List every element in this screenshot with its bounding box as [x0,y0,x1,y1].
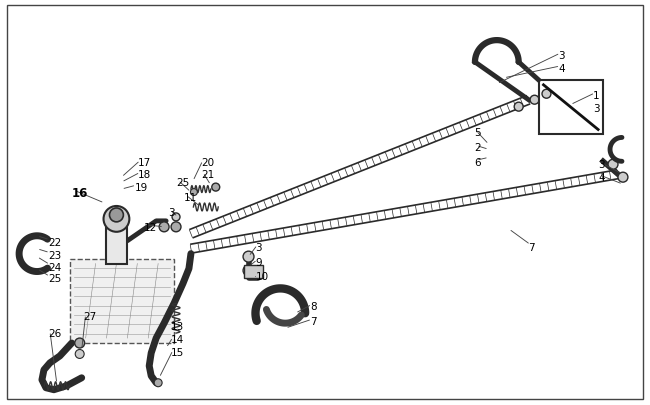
Text: 7: 7 [528,242,535,252]
Text: 27: 27 [84,311,97,322]
Text: 3: 3 [598,160,604,170]
Text: 7: 7 [310,316,317,326]
Text: 14: 14 [171,334,185,344]
Circle shape [75,338,84,348]
Text: 4: 4 [598,173,604,183]
Circle shape [109,209,124,222]
Text: 1: 1 [593,90,600,100]
Circle shape [103,207,129,232]
Circle shape [618,173,628,183]
Circle shape [159,222,169,232]
Text: 3: 3 [558,51,565,61]
Circle shape [75,350,84,358]
Text: 18: 18 [138,170,151,180]
Text: 2: 2 [474,143,480,153]
Text: 10: 10 [255,272,268,282]
Text: 20: 20 [201,158,214,168]
Circle shape [190,189,198,196]
Text: 6: 6 [474,158,480,168]
Text: 23: 23 [48,250,61,260]
Circle shape [243,252,254,262]
Text: 11: 11 [184,192,197,202]
Text: 21: 21 [201,170,214,180]
Circle shape [608,160,618,170]
Text: 12: 12 [144,222,157,232]
Circle shape [514,103,523,112]
Circle shape [172,213,180,221]
Circle shape [542,90,551,99]
Text: 26: 26 [48,328,61,338]
Circle shape [171,222,181,232]
Text: 24: 24 [48,262,61,272]
Text: 25: 25 [48,274,61,284]
Text: 9: 9 [255,257,262,267]
Text: 8: 8 [310,302,317,311]
Text: 15: 15 [171,347,185,357]
Text: 3: 3 [593,103,600,113]
Text: 25: 25 [176,178,189,188]
Text: 4: 4 [558,64,565,74]
Text: 22: 22 [48,237,61,247]
Bar [70,259,174,343]
Circle shape [243,265,254,276]
Text: 5: 5 [474,128,480,138]
Circle shape [530,96,539,105]
Bar [105,220,127,264]
Text: 16: 16 [72,186,88,199]
Bar [539,81,603,135]
Bar [244,265,263,279]
Circle shape [154,379,162,387]
Circle shape [212,184,220,192]
Text: 17: 17 [138,158,151,168]
Text: 3: 3 [168,207,175,217]
Text: 3: 3 [255,242,262,252]
Text: 19: 19 [135,183,148,193]
Text: 13: 13 [171,321,185,331]
